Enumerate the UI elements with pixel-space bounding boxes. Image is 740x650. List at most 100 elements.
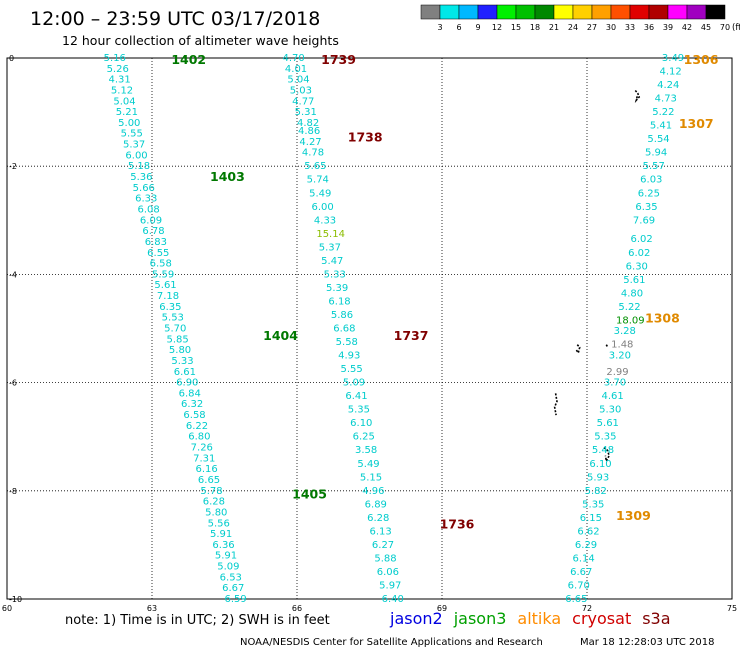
- wave-height-label-altika: 6.35: [635, 202, 657, 213]
- wave-height-label-altika: 5.94: [645, 148, 667, 159]
- pass-time-label: 1737: [394, 328, 429, 343]
- colorbar-swatch: [629, 4, 650, 20]
- wave-height-label-jason3: 5.91: [215, 551, 237, 562]
- wave-height-label-s3a: 5.33: [324, 269, 346, 280]
- wave-height-label-jason3: 6.78: [142, 226, 164, 237]
- colorbar-unit: (ft): [732, 23, 740, 33]
- colorbar-label: 42: [682, 23, 692, 32]
- wave-height-label-altika: 4.73: [655, 94, 677, 105]
- wave-height-label-s3a: 6.00: [312, 202, 334, 213]
- wave-height-label-altika: 6.30: [626, 261, 648, 272]
- wave-height-label-jason3: 5.21: [116, 107, 138, 118]
- wave-height-label-s3a: 15.14: [316, 229, 345, 240]
- colorbar-swatch: [534, 4, 555, 20]
- y-axis-ticks: 0 -2 -4 -6 -8 -10: [9, 54, 22, 604]
- wave-height-label-jason3: 6.00: [125, 150, 147, 161]
- wave-height-label-jason3: 6.61: [174, 367, 196, 378]
- wave-height-label-s3a: 6.13: [370, 526, 392, 537]
- colorbar-swatch: [591, 4, 612, 20]
- colorbar-label: 3: [437, 23, 442, 32]
- wave-height-label-jason3: 5.80: [205, 507, 227, 518]
- wave-height-label-s3a: 6.68: [333, 324, 355, 335]
- x-tick-label: 69: [437, 604, 447, 613]
- wave-height-label-s3a: 5.49: [357, 459, 379, 470]
- wave-height-label-s3a: 5.88: [374, 553, 396, 564]
- coastline-chagos-west: [553, 393, 558, 416]
- wave-height-label-s3a: 4.33: [314, 215, 336, 226]
- colorbar-swatch: [686, 4, 707, 20]
- wave-height-label-jason3: 5.33: [171, 356, 193, 367]
- wave-height-label-s3a: 4.27: [299, 137, 321, 148]
- wave-height-label-altika: 5.61: [623, 275, 645, 286]
- wave-height-label-altika: 1.48: [611, 340, 633, 351]
- wave-height-label-jason3: 5.37: [123, 140, 145, 151]
- wave-height-label-jason3: 5.80: [169, 345, 191, 356]
- wave-height-label-jason3: 6.65: [198, 475, 220, 486]
- pass-time-label: 1307: [679, 116, 714, 131]
- wave-height-label-jason3: 6.08: [138, 204, 160, 215]
- colorbar-label: 30: [606, 23, 616, 32]
- chart-title: 12:00 – 23:59 UTC 03/17/2018: [30, 8, 320, 30]
- wave-height-label-altika: 6.10: [589, 459, 611, 470]
- wave-height-label-s3a: 5.39: [326, 283, 348, 294]
- legend-jason3: jason3: [453, 609, 507, 628]
- wave-height-label-s3a: 5.65: [304, 161, 326, 172]
- colorbar-swatch: [572, 4, 593, 20]
- wave-height-label-jason3: 6.58: [150, 259, 172, 270]
- wave-height-label-s3a: 5.37: [319, 242, 341, 253]
- wave-height-label-jason3: 6.55: [147, 248, 169, 259]
- colorbar-label: 21: [549, 23, 559, 32]
- wave-height-label-jason3: 6.16: [196, 464, 218, 475]
- colorbar-swatch: [420, 4, 441, 20]
- x-tick-label: 75: [727, 604, 737, 613]
- wave-height-label-s3a: 5.74: [307, 175, 329, 186]
- wave-height-label-altika: 5.35: [582, 499, 604, 510]
- x-tick-label: 72: [582, 604, 592, 613]
- colorbar-label: 15: [511, 23, 521, 32]
- legend-cryosat: cryosat: [572, 609, 631, 628]
- wave-height-label-jason3: 7.31: [193, 453, 215, 464]
- wave-height-label-s3a: 4.82: [297, 118, 319, 129]
- wave-height-label-jason3: 6.28: [203, 497, 225, 508]
- wave-height-label-jason3: 7.26: [191, 443, 213, 454]
- pass-time-label: 1736: [440, 516, 475, 531]
- chart-subtitle: 12 hour collection of altimeter wave hei…: [62, 33, 339, 48]
- wave-height-label-jason3: 6.80: [188, 432, 210, 443]
- colorbar-label: 24: [568, 23, 578, 32]
- wave-height-label-altika: 6.70: [568, 580, 590, 591]
- pass-time-label: 1309: [616, 508, 651, 523]
- wave-height-label-jason3: 6.32: [181, 399, 203, 410]
- wave-height-label-s3a: 5.58: [336, 337, 358, 348]
- wave-height-label-jason3: 5.18: [128, 161, 150, 172]
- wave-height-label-s3a: 4.93: [338, 351, 360, 362]
- wave-height-label-jason3: 5.53: [162, 313, 184, 324]
- wave-height-label-altika: 5.61: [597, 418, 619, 429]
- y-tick-label: -2: [9, 162, 17, 171]
- wave-height-label-s3a: 6.89: [365, 499, 387, 510]
- wave-height-label-jason3: 5.09: [217, 562, 239, 573]
- wave-height-label-altika: 4.24: [657, 80, 679, 91]
- wave-height-label-jason3: 6.53: [220, 572, 242, 583]
- pass-time-label: 1403: [210, 169, 245, 184]
- wave-height-label-altika: 6.02: [628, 248, 650, 259]
- x-tick-label: 66: [292, 604, 302, 613]
- wave-height-label-jason3: 5.56: [208, 518, 230, 529]
- wave-height-label-jason3: 5.04: [113, 96, 135, 107]
- wave-height-points: 5.165.264.315.125.045.215.005.555.376.00…: [104, 53, 685, 605]
- colorbar-swatch: [515, 4, 536, 20]
- wave-height-label-s3a: 5.15: [360, 472, 382, 483]
- wave-height-label-altika: 2.99: [606, 367, 628, 378]
- colorbar-label: 9: [475, 23, 480, 32]
- wave-height-label-altika: 5.22: [652, 107, 674, 118]
- wave-height-label-jason3: 6.35: [159, 302, 181, 313]
- wave-height-label-jason3: 6.36: [212, 540, 234, 551]
- pass-time-labels: 1402 1403 1404 1405 1739 1738 1737 1736 1306 1307…: [171, 52, 718, 531]
- coastline-chagos-north: [575, 344, 581, 355]
- wave-height-label-altika: 3.28: [614, 326, 636, 337]
- wave-height-label-jason3: 5.70: [164, 324, 186, 335]
- wave-height-label-s3a: 5.31: [295, 107, 317, 118]
- footnote: note: 1) Time is in UTC; 2) SWH is in fe…: [65, 613, 330, 628]
- wave-height-label-jason3: 4.31: [109, 75, 131, 86]
- wave-height-label-s3a: 6.41: [345, 391, 367, 402]
- pass-time-label: 1405: [292, 487, 327, 502]
